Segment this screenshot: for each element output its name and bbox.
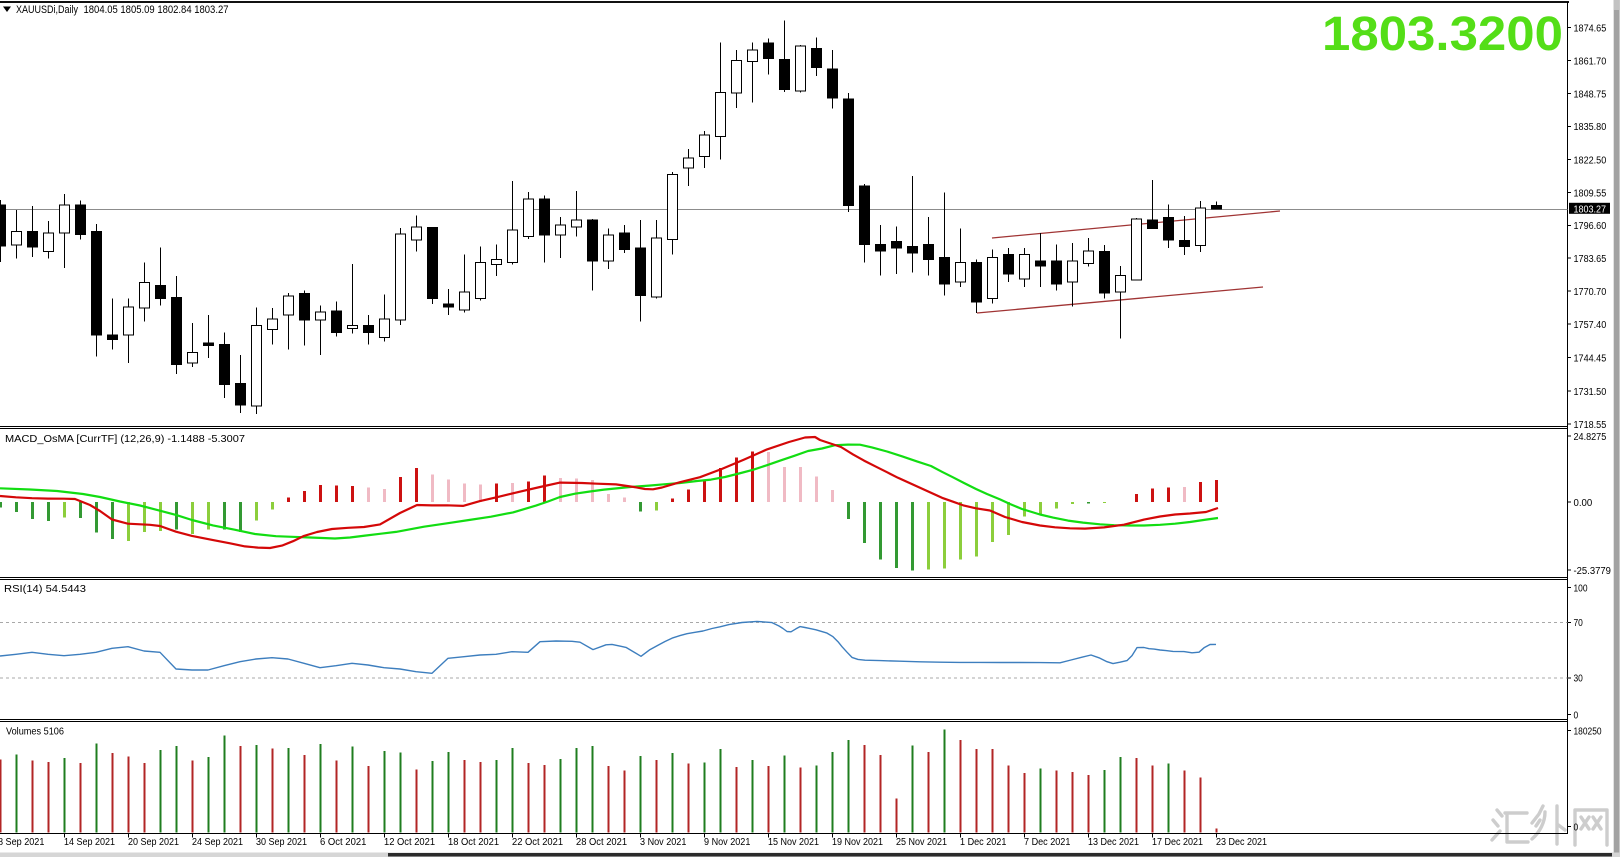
svg-text:1770.70: 1770.70 [1574,287,1607,298]
svg-text:15 Nov 2021: 15 Nov 2021 [768,837,819,848]
svg-text:1874.65: 1874.65 [1574,23,1607,34]
svg-text:28 Oct 2021: 28 Oct 2021 [576,837,627,848]
svg-text:1783.65: 1783.65 [1574,254,1607,265]
svg-text:1804.05 1805.09 1802.84 1803.2: 1804.05 1805.09 1802.84 1803.27 [84,4,229,16]
svg-text:100: 100 [1574,583,1588,594]
svg-text:22 Oct 2021: 22 Oct 2021 [512,837,563,848]
svg-text:1809.55: 1809.55 [1574,188,1607,199]
svg-text:20 Sep 2021: 20 Sep 2021 [128,837,179,848]
svg-text:1744.45: 1744.45 [1574,353,1607,364]
svg-text:1757.40: 1757.40 [1574,320,1607,331]
svg-text:17 Dec 2021: 17 Dec 2021 [1152,837,1203,848]
svg-text:1731.50: 1731.50 [1574,387,1607,398]
svg-text:-25.3779: -25.3779 [1574,566,1612,577]
svg-text:25 Nov 2021: 25 Nov 2021 [896,837,947,848]
svg-text:XAUUSDi,Daily: XAUUSDi,Daily [16,4,78,16]
svg-text:18 Oct 2021: 18 Oct 2021 [448,837,499,848]
svg-text:1848.75: 1848.75 [1574,89,1607,100]
svg-text:12 Oct 2021: 12 Oct 2021 [384,837,435,848]
svg-text:1861.70: 1861.70 [1574,56,1607,67]
svg-text:6 Oct 2021: 6 Oct 2021 [320,837,367,848]
svg-text:180250: 180250 [1574,726,1602,737]
svg-text:0: 0 [1574,710,1579,721]
svg-text:13 Dec 2021: 13 Dec 2021 [1088,837,1139,848]
svg-text:19 Nov 2021: 19 Nov 2021 [832,837,883,848]
svg-text:24.8275: 24.8275 [1574,432,1607,443]
svg-text:MACD_OsMA [CurrTF] (12,26,9) -: MACD_OsMA [CurrTF] (12,26,9) -1.1488 -5.… [5,433,245,445]
svg-text:9 Nov 2021: 9 Nov 2021 [704,837,751,848]
svg-text:30: 30 [1574,674,1584,685]
svg-text:1803.3200: 1803.3200 [1322,8,1563,61]
svg-text:0: 0 [1574,822,1579,833]
svg-text:14 Sep 2021: 14 Sep 2021 [64,837,115,848]
svg-text:70: 70 [1574,618,1584,629]
svg-text:7 Dec 2021: 7 Dec 2021 [1024,837,1071,848]
svg-text:1796.60: 1796.60 [1574,221,1607,232]
svg-text:23 Dec 2021: 23 Dec 2021 [1216,837,1267,848]
svg-text:1835.80: 1835.80 [1574,122,1607,133]
svg-text:1822.50: 1822.50 [1574,155,1607,166]
svg-text:30 Sep 2021: 30 Sep 2021 [256,837,307,848]
svg-text:1803.27: 1803.27 [1574,204,1607,215]
svg-text:24 Sep 2021: 24 Sep 2021 [192,837,243,848]
svg-text:1718.55: 1718.55 [1574,420,1607,431]
svg-text:RSI(14) 54.5443: RSI(14) 54.5443 [4,583,86,595]
svg-text:0.00: 0.00 [1574,498,1593,509]
svg-text:Volumes 5106: Volumes 5106 [6,726,64,738]
svg-text:1 Dec 2021: 1 Dec 2021 [960,837,1007,848]
svg-text:8 Sep 2021: 8 Sep 2021 [0,837,45,848]
svg-text:3 Nov 2021: 3 Nov 2021 [640,837,687,848]
